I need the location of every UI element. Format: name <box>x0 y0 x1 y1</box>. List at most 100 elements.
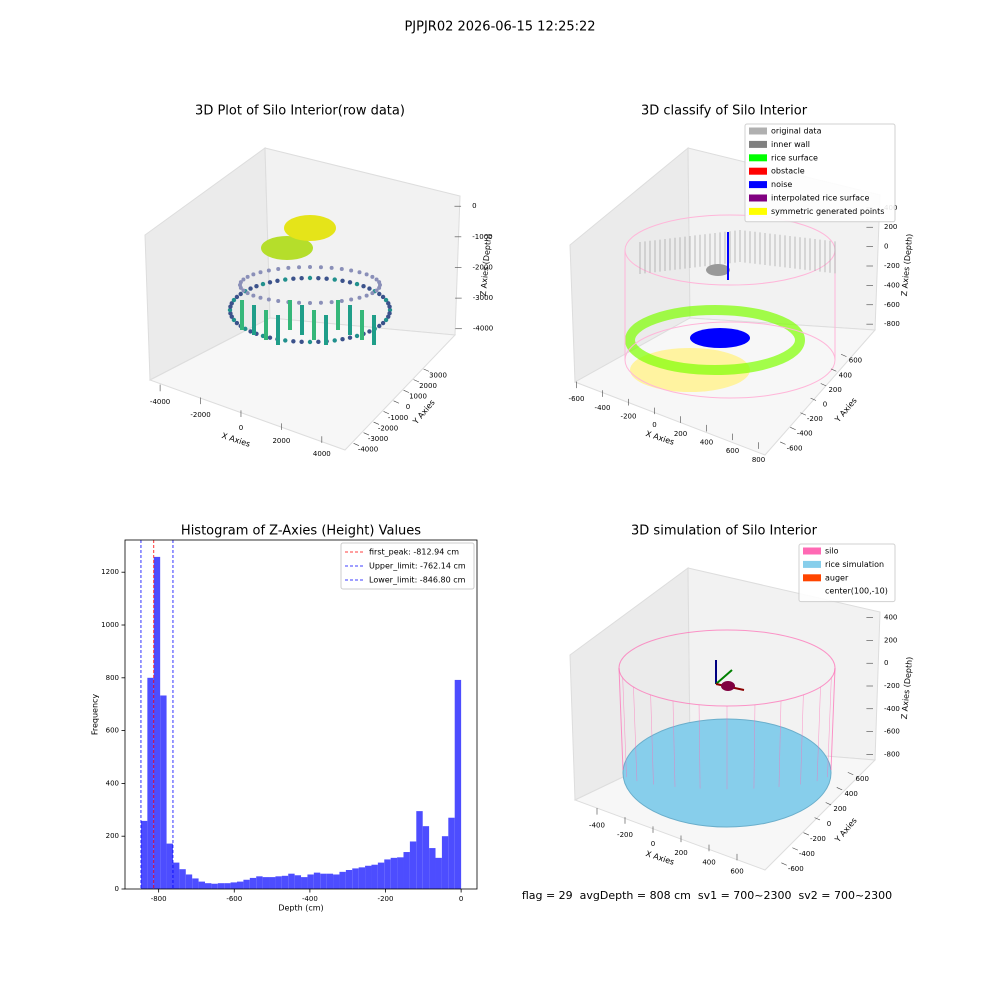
histogram-bar <box>429 848 436 889</box>
decor-silo <box>633 686 638 782</box>
decor-point <box>316 339 321 345</box>
legend-label: original data <box>771 127 822 136</box>
legend-swatch <box>749 154 767 162</box>
x-tick-label: 0 <box>651 840 655 848</box>
decor-point <box>383 317 389 323</box>
z-tick-label: -2000 <box>472 263 492 271</box>
decor-column <box>300 305 304 335</box>
legend-label: first_peak: -812.94 cm <box>369 548 459 557</box>
decor-point <box>364 272 369 277</box>
histogram-bar <box>230 882 238 889</box>
decor-point <box>241 288 246 293</box>
legend-box <box>744 123 896 223</box>
figure-title: PJPJR02 2026-06-15 12:25:22 <box>404 20 595 35</box>
histogram-bar <box>217 883 225 889</box>
x-tick-label: -200 <box>378 895 394 903</box>
histogram-bar <box>326 873 334 889</box>
y-tick <box>825 802 832 806</box>
y-tick-label: 400 <box>106 779 119 787</box>
legend-swatch <box>803 560 821 568</box>
legend-box <box>798 543 896 603</box>
y-tick-label: 0 <box>406 403 410 411</box>
y-tick-label: 600 <box>106 727 119 735</box>
decor-point <box>228 304 233 309</box>
z-tick-label: 0 <box>884 243 888 251</box>
decor-point <box>248 286 253 291</box>
decor-point <box>258 295 263 300</box>
x-tick-label: 200 <box>674 849 687 857</box>
y-tick-label: 1000 <box>409 393 427 401</box>
y-tick-label: -200 <box>807 415 823 423</box>
y-tick-label: 2000 <box>419 382 437 390</box>
x-tick-label: 2000 <box>272 437 290 445</box>
decor-point <box>276 266 281 271</box>
decor-point <box>238 291 243 297</box>
legend-label: noise <box>771 180 792 189</box>
x-axis-label: Depth (cm) <box>278 904 323 913</box>
x-tick-label: -600 <box>569 395 585 403</box>
decor-point <box>332 338 337 343</box>
decor-point <box>367 329 372 334</box>
decor-point <box>299 275 304 281</box>
legend-box <box>340 542 475 590</box>
decor-point <box>308 301 312 305</box>
z-tick-label: 0 <box>884 659 888 667</box>
x-tick-label: -600 <box>226 895 242 903</box>
z-tick-label: -3000 <box>473 294 493 302</box>
decor-point <box>231 317 237 323</box>
decor-silo <box>650 694 654 785</box>
x-tick-label: 600 <box>730 867 743 875</box>
y-tick <box>413 379 420 383</box>
histogram-bar <box>435 857 442 889</box>
x-tick-label: -400 <box>589 822 605 830</box>
decor-column <box>336 300 340 330</box>
x-tick-label: 600 <box>726 447 739 455</box>
decor-point <box>241 277 246 282</box>
y-tick-label: 400 <box>839 371 852 379</box>
histogram-bar <box>313 872 321 889</box>
decor-point <box>357 270 362 275</box>
z-tick-label: -4000 <box>473 325 493 333</box>
decor-point <box>276 299 281 304</box>
chart-title: 3D classify of Silo Interior <box>641 104 808 119</box>
decor-point <box>234 294 240 300</box>
legend-label: silo <box>825 547 839 556</box>
histogram-bar <box>365 865 372 889</box>
decor-silo <box>827 677 832 778</box>
histogram-bar <box>204 883 212 889</box>
legend-swatch <box>749 181 767 189</box>
decor-column <box>312 310 316 340</box>
decor-silo <box>816 686 821 782</box>
decor-point <box>370 274 375 279</box>
histogram-bar <box>409 841 417 889</box>
y-tick-label: -3000 <box>368 435 388 443</box>
decor-noise <box>690 328 750 348</box>
legend-label: Upper_limit: -762.14 cm <box>369 562 466 571</box>
z-tick-label: -200 <box>884 682 900 690</box>
y-tick <box>840 353 847 357</box>
histogram-bar <box>358 867 366 889</box>
decor-point <box>245 291 250 296</box>
x-tick-label: -200 <box>621 413 637 421</box>
y-tick-label: 1000 <box>101 621 119 629</box>
decor-point <box>267 335 273 340</box>
y-tick <box>780 441 786 445</box>
decor-column <box>240 300 244 330</box>
histogram-bar <box>147 677 154 889</box>
chart-title: Histogram of Z-Axies (Height) Values <box>181 524 421 539</box>
decor-point <box>297 300 302 305</box>
x-tick-label: 0 <box>652 421 656 429</box>
decor-point <box>283 277 288 282</box>
y-tick <box>373 421 380 425</box>
x-tick-label: -2000 <box>190 411 210 419</box>
legend-swatch <box>749 140 767 148</box>
x-tick-label: 800 <box>752 456 765 464</box>
decor-point <box>377 285 382 290</box>
legend-label: interpolated rice surface <box>771 194 869 203</box>
y-tick <box>830 368 837 372</box>
decor-point <box>347 280 353 285</box>
histogram-bar <box>211 883 218 889</box>
histogram-bar <box>288 873 295 889</box>
y-tick-label: -400 <box>799 850 815 858</box>
histogram-bar <box>172 862 180 889</box>
